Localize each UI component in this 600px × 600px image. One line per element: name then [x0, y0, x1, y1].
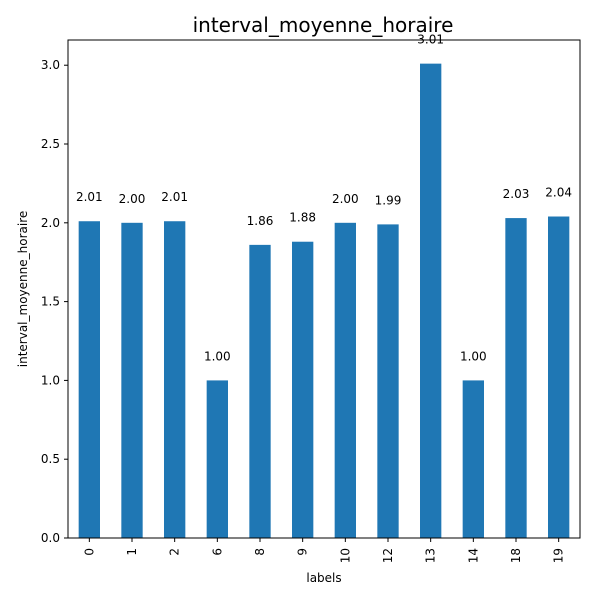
x-axis-label: labels [306, 571, 341, 585]
data-label-14: 1.00 [460, 349, 487, 363]
bar-13 [420, 63, 442, 538]
x-tick-label-6: 6 [210, 548, 224, 556]
data-label-18: 2.03 [503, 187, 530, 201]
x-tick-label-12: 12 [381, 548, 395, 563]
x-tick-label-13: 13 [424, 548, 438, 563]
x-tick-label-18: 18 [509, 548, 523, 563]
data-label-6: 1.00 [204, 349, 231, 363]
x-tick-label-1: 1 [125, 548, 139, 556]
bar-10 [334, 222, 356, 538]
x-tick-label-10: 10 [338, 548, 352, 563]
y-axis-ticks: 0.0 0.5 1.0 1.5 2.0 2.5 3.0 [41, 58, 68, 545]
y-axis-label: interval_moyenne_horaire [16, 211, 30, 367]
plot-frame [67, 39, 581, 539]
y-tick-label-2.0: 2.0 [41, 216, 60, 230]
x-tick-label-14: 14 [466, 548, 480, 563]
bar-2 [164, 221, 186, 538]
data-label-9: 1.88 [289, 211, 316, 225]
x-tick-label-0: 0 [82, 548, 96, 556]
data-label-0: 2.01 [76, 190, 103, 204]
y-tick-label-1.5: 1.5 [41, 295, 60, 309]
bar-0 [78, 221, 100, 538]
y-tick-label-2.5: 2.5 [41, 137, 60, 151]
bar-6 [206, 380, 228, 538]
bar-18 [505, 218, 527, 538]
y-tick-label-0.0: 0.0 [41, 531, 60, 545]
bar-14 [462, 380, 484, 538]
bar-1 [121, 222, 143, 538]
y-tick-label-0.5: 0.5 [41, 452, 60, 466]
x-axis-ticks: 0 1 2 6 8 9 10 12 13 14 18 19 [82, 538, 566, 563]
y-tick-label-3.0: 3.0 [41, 58, 60, 72]
bar-8 [249, 244, 271, 538]
x-tick-label-2: 2 [168, 548, 182, 556]
data-labels-group: 2.01 2.00 2.011.001.86 1.882.00 1.993.011.00… [76, 33, 572, 364]
bar-9 [292, 241, 314, 539]
x-tick-label-9: 9 [296, 548, 310, 556]
x-tick-label-19: 19 [552, 548, 566, 563]
data-label-8: 1.86 [247, 214, 274, 228]
bar-12 [377, 224, 399, 538]
bar-19 [548, 216, 570, 538]
data-label-1: 2.00 [119, 192, 146, 206]
data-label-19: 2.04 [545, 186, 572, 200]
bars-group [78, 63, 570, 539]
x-tick-label-8: 8 [253, 548, 267, 556]
data-label-12: 1.99 [375, 193, 402, 207]
data-label-10: 2.00 [332, 192, 359, 206]
chart-title: interval_moyenne_horaire [193, 13, 454, 37]
data-label-2: 2.01 [161, 190, 188, 204]
y-tick-label-1.0: 1.0 [41, 373, 60, 387]
